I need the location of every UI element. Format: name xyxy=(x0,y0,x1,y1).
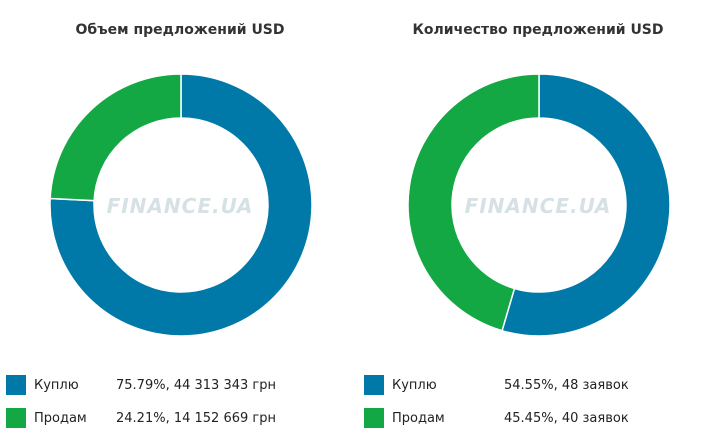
legend-item-sell: Продам 24.21%, 14 152 669 грн xyxy=(0,401,360,434)
legend-label: Продам xyxy=(34,411,87,426)
slice-sell xyxy=(407,73,540,332)
legend-label: Куплю xyxy=(34,378,79,393)
donut-chart-volume xyxy=(49,73,313,337)
legend: Куплю 75.79%, 44 313 343 грн Продам 24.2… xyxy=(0,368,360,434)
legend-swatch-buy xyxy=(6,375,26,395)
legend-label: Продам xyxy=(392,411,445,426)
legend-swatch-buy xyxy=(364,375,384,395)
legend-label: Куплю xyxy=(392,378,437,393)
slice-sell xyxy=(49,73,182,202)
chart-panel-volume: Объем предложений USD FINANCE.UA Куплю 7… xyxy=(0,22,360,434)
chart-title: Количество предложений USD xyxy=(412,22,664,38)
legend-swatch-sell xyxy=(6,408,26,428)
chart-panel-count: Количество предложений USD FINANCE.UA Ку… xyxy=(358,0,718,448)
legend-value: 75.79%, 44 313 343 грн xyxy=(116,378,276,393)
watermark: FINANCE.UA xyxy=(464,194,612,218)
watermark: FINANCE.UA xyxy=(106,194,254,218)
legend-value: 45.45%, 40 заявок xyxy=(504,411,629,426)
legend-swatch-sell xyxy=(364,408,384,428)
legend-item-buy: Куплю 75.79%, 44 313 343 грн xyxy=(0,368,360,401)
legend-value: 54.55%, 48 заявок xyxy=(504,378,629,393)
chart-title: Объем предложений USD xyxy=(75,22,285,38)
slice-buy xyxy=(49,73,313,337)
legend-item-sell: Продам 45.45%, 40 заявок xyxy=(358,401,718,434)
legend-value: 24.21%, 14 152 669 грн xyxy=(116,411,276,426)
slice-buy xyxy=(501,73,671,337)
donut-chart-count xyxy=(407,73,671,337)
legend-item-buy: Куплю 54.55%, 48 заявок xyxy=(358,368,718,401)
legend: Куплю 54.55%, 48 заявок Продам 45.45%, 4… xyxy=(358,368,718,434)
